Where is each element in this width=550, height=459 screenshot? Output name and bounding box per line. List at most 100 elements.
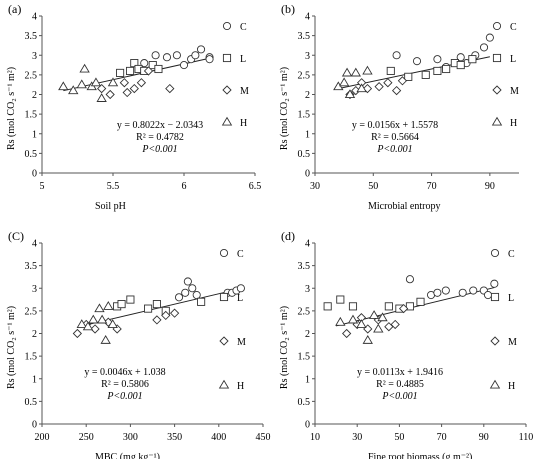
x-tick-label: 450 <box>256 432 271 443</box>
data-point-m <box>105 89 115 100</box>
y-tick-label: 0.5 <box>25 149 38 160</box>
data-point-m <box>90 324 100 334</box>
data-point-h <box>58 81 69 91</box>
y-tick-label: 1.5 <box>25 110 38 121</box>
legend-label: M <box>510 86 519 97</box>
data-point-c <box>205 55 214 64</box>
legend-marker-h <box>489 379 501 389</box>
y-tick-label: 2.5 <box>298 306 311 317</box>
r-squared: R² = 0.5806 <box>101 379 149 390</box>
p-value: P<0.001 <box>106 391 142 402</box>
data-point-c <box>151 51 160 60</box>
panel-b: 0 0.5 1 1.5 2 2.5 3 3.5 4 30 50 70 90 (b) Microbial en… <box>279 2 519 212</box>
panel-label: (C) <box>8 229 24 243</box>
legend-label: H <box>237 381 244 392</box>
data-point-m <box>143 66 154 76</box>
data-point-c <box>433 55 442 64</box>
data-point-c <box>412 57 422 66</box>
y-tick-label: 4 <box>305 239 310 250</box>
data-point-h <box>362 65 373 75</box>
data-point-m <box>152 315 162 325</box>
data-point-l <box>116 68 125 77</box>
data-point-m <box>165 83 175 94</box>
y-tick-label: 3 <box>305 284 310 295</box>
y-tick-label: 4 <box>32 239 37 250</box>
x-tick-label: 70 <box>437 432 447 443</box>
data-point-h <box>107 319 118 328</box>
r-squared: R² = 0.4885 <box>376 379 424 390</box>
x-axis-label: MBC (mg kg⁻¹) <box>95 452 160 459</box>
x-tick-label: 6 <box>182 181 187 192</box>
data-point-c <box>458 288 467 297</box>
data-point-h <box>347 314 359 324</box>
regression-equation: y = 0.0113x + 1.9416 <box>357 367 443 378</box>
x-tick-label: 5 <box>40 181 45 192</box>
legend-label: M <box>237 337 246 348</box>
y-tick-label: 4 <box>305 12 310 23</box>
regression-equation: y = 0.0156x + 1.5578 <box>352 120 438 131</box>
legend-marker-l <box>219 292 229 302</box>
legend-label: C <box>510 22 517 33</box>
data-point-h <box>76 79 87 89</box>
x-tick-label: 90 <box>479 432 489 443</box>
y-tick-label: 4 <box>32 12 37 23</box>
x-tick-label: 30 <box>310 181 320 192</box>
data-point-m <box>97 83 107 94</box>
y-axis-label: Rs (mol CO₂ s⁻¹ m²) <box>6 67 17 150</box>
data-point-c <box>181 288 190 297</box>
data-point-l <box>421 70 430 79</box>
r-squared: R² = 0.5664 <box>371 132 419 143</box>
y-tick-label: 2 <box>32 90 37 101</box>
y-tick-label: 1 <box>32 374 37 385</box>
regression-equation: y = 0.8022x − 2.0343 <box>117 120 203 131</box>
data-point-m <box>374 82 384 92</box>
data-point-l <box>117 300 126 309</box>
y-tick-label: 3 <box>32 51 37 62</box>
data-point-m <box>383 78 393 88</box>
panel-label: (d) <box>281 229 295 243</box>
legend-marker-m <box>490 336 500 346</box>
legend-label: C <box>508 249 515 260</box>
data-point-h <box>76 319 87 328</box>
r-squared: R² = 0.4782 <box>136 132 184 143</box>
y-tick-label: 1.5 <box>298 110 311 121</box>
legend-marker-c <box>219 248 229 258</box>
data-point-l <box>442 64 451 74</box>
y-axis-label: Rs (mol CO₂ s⁻¹ m²) <box>279 67 290 150</box>
data-point-h <box>96 93 107 102</box>
p-value: P<0.001 <box>376 144 412 155</box>
data-point-m <box>169 308 180 318</box>
panel-label: (a) <box>8 2 21 16</box>
x-tick-label: 350 <box>167 432 182 443</box>
x-tick-label: 10 <box>310 432 320 443</box>
data-point-h <box>356 83 367 93</box>
data-point-h <box>103 301 114 310</box>
data-point-m <box>161 310 171 321</box>
x-tick-label: 300 <box>123 432 138 443</box>
x-tick-label: 30 <box>352 432 362 443</box>
data-point-h <box>82 321 94 331</box>
regression-equation: y = 0.0046x + 1.038 <box>84 367 165 378</box>
x-tick-label: 50 <box>368 181 378 192</box>
legend-label: L <box>508 293 514 304</box>
data-point-l <box>433 66 442 75</box>
x-tick-label: 5.5 <box>107 181 120 192</box>
data-point-c <box>183 277 192 286</box>
legend-label: L <box>240 54 246 65</box>
x-tick-label: 200 <box>35 432 50 443</box>
data-point-c <box>172 51 181 60</box>
legend-label: M <box>240 86 249 97</box>
data-point-h <box>100 334 111 344</box>
data-point-l <box>144 304 153 313</box>
data-point-h <box>88 314 99 324</box>
data-point-h <box>335 316 346 326</box>
data-point-m <box>129 83 139 94</box>
data-point-l <box>386 66 395 75</box>
data-point-h <box>350 67 361 77</box>
x-tick-label: 250 <box>79 432 94 443</box>
panel-d: 0 0.5 1 1.5 2 2.5 3 3.5 4 10 30 50 70 90 110 (d) Fine ro… <box>279 229 533 459</box>
data-point-c <box>485 33 494 42</box>
y-tick-label: 2.5 <box>298 70 311 81</box>
y-tick-label: 2 <box>32 329 37 340</box>
x-tick-label: 6.5 <box>249 181 262 192</box>
